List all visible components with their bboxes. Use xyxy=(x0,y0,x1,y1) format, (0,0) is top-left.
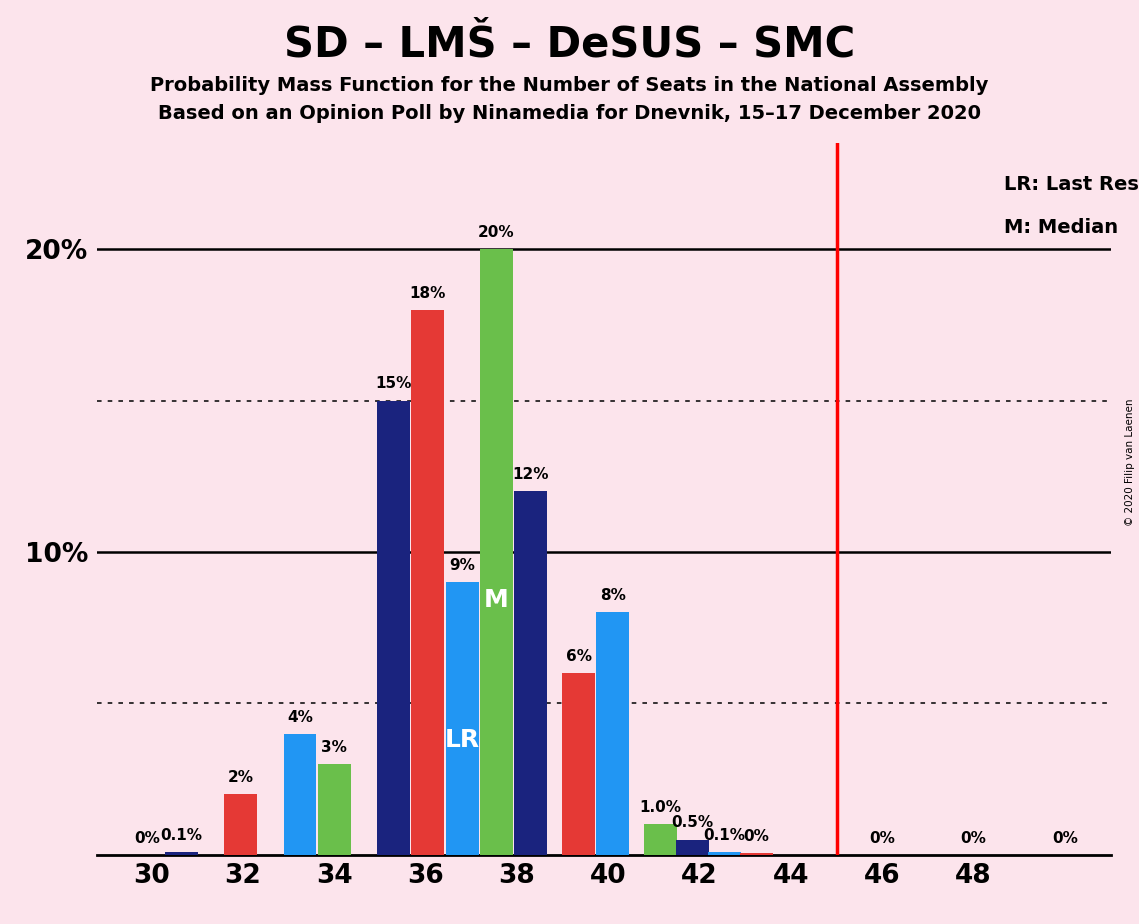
Text: M: M xyxy=(484,589,509,613)
Bar xyxy=(563,673,595,855)
Bar xyxy=(224,794,257,855)
Text: 0%: 0% xyxy=(1052,831,1077,845)
Bar xyxy=(377,401,410,855)
Bar xyxy=(514,492,547,855)
Text: 9%: 9% xyxy=(449,558,475,573)
Bar xyxy=(677,840,710,855)
Text: 0.5%: 0.5% xyxy=(672,816,714,831)
Bar xyxy=(708,852,741,855)
Text: 0%: 0% xyxy=(869,831,895,845)
Text: 4%: 4% xyxy=(287,710,313,724)
Text: Probability Mass Function for the Number of Seats in the National Assembly: Probability Mass Function for the Number… xyxy=(150,76,989,95)
Bar xyxy=(318,764,351,855)
Bar xyxy=(165,852,198,855)
Bar xyxy=(740,853,773,855)
Text: Based on an Opinion Poll by Ninamedia for Dnevnik, 15–17 December 2020: Based on an Opinion Poll by Ninamedia fo… xyxy=(158,104,981,124)
Bar xyxy=(445,582,478,855)
Text: © 2020 Filip van Laenen: © 2020 Filip van Laenen xyxy=(1125,398,1134,526)
Text: M: Median: M: Median xyxy=(1005,218,1118,237)
Text: 0.1%: 0.1% xyxy=(704,828,746,843)
Bar xyxy=(645,824,678,855)
Text: 0%: 0% xyxy=(960,831,986,845)
Text: 8%: 8% xyxy=(600,589,625,603)
Text: SD – LMŠ – DeSUS – SMC: SD – LMŠ – DeSUS – SMC xyxy=(284,23,855,65)
Bar xyxy=(480,249,513,855)
Text: 0%: 0% xyxy=(744,829,770,845)
Text: 0.1%: 0.1% xyxy=(161,828,203,843)
Text: LR: Last Result: LR: Last Result xyxy=(1005,176,1139,194)
Text: LR: LR xyxy=(444,728,480,752)
Text: 3%: 3% xyxy=(321,740,347,755)
Text: 2%: 2% xyxy=(228,770,254,785)
Text: 6%: 6% xyxy=(566,649,591,664)
Text: 15%: 15% xyxy=(376,376,412,392)
Bar xyxy=(411,310,444,855)
Bar xyxy=(284,734,317,855)
Bar xyxy=(597,613,629,855)
Text: 1.0%: 1.0% xyxy=(640,800,682,815)
Text: 0%: 0% xyxy=(134,831,159,845)
Text: 18%: 18% xyxy=(410,286,446,300)
Text: 20%: 20% xyxy=(478,225,515,240)
Text: 12%: 12% xyxy=(513,468,549,482)
